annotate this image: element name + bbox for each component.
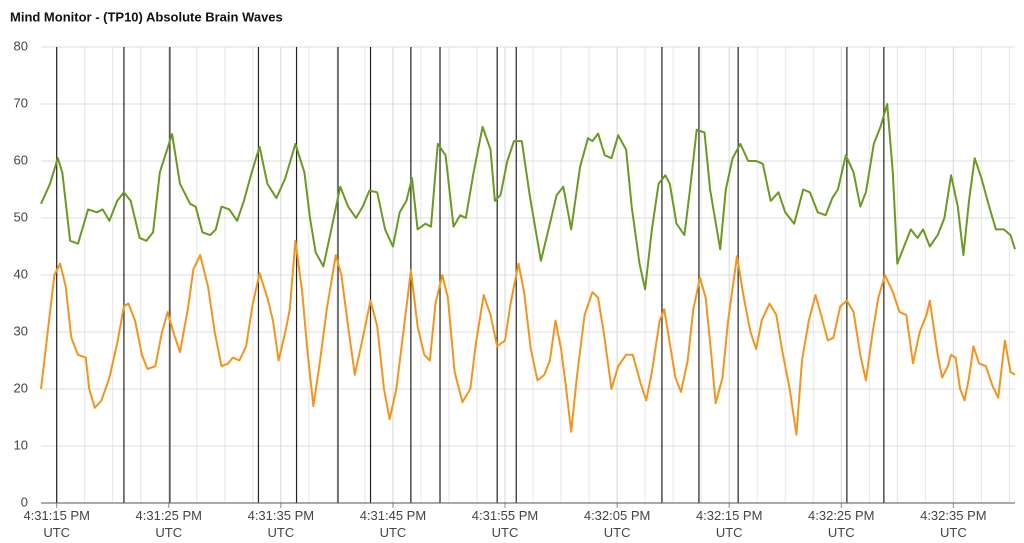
y-tick-label: 10 [14, 437, 28, 452]
x-tick-label-line: UTC [492, 525, 519, 540]
x-tick-label-line: 4:31:45 PM [360, 508, 427, 523]
x-tick-label: 4:32:05 PM UTC [584, 508, 651, 540]
x-tick-label-line: UTC [940, 525, 967, 540]
x-tick-label: 4:31:15 PM UTC [23, 508, 90, 540]
y-tick-label: 40 [14, 266, 28, 281]
x-tick-label-line: 4:32:15 PM [696, 508, 763, 523]
x-tick-label: 4:32:35 PM UTC [920, 508, 987, 540]
x-tick-label-line: UTC [267, 525, 294, 540]
x-tick-label-line: UTC [43, 525, 70, 540]
x-tick-label: 4:31:45 PM UTC [360, 508, 427, 540]
x-tick-label-line: 4:32:25 PM [808, 508, 875, 523]
x-tick-label: 4:31:55 PM UTC [472, 508, 539, 540]
series-line [40, 239, 1016, 436]
x-tick-label-line: UTC [380, 525, 407, 540]
y-tick-label: 70 [14, 95, 28, 110]
x-tick-label: 4:32:15 PM UTC [696, 508, 763, 540]
x-tick-label-line: 4:32:05 PM [584, 508, 651, 523]
x-tick-label-line: 4:31:25 PM [136, 508, 203, 523]
x-tick-label-line: 4:32:35 PM [920, 508, 987, 523]
series-line [40, 103, 1016, 291]
x-tick-label: 4:31:35 PM UTC [248, 508, 315, 540]
chart-title: Mind Monitor - (TP10) Absolute Brain Wav… [10, 9, 283, 24]
x-tick-label-line: 4:31:15 PM [23, 508, 90, 523]
x-tick-label-line: UTC [716, 525, 743, 540]
y-tick-label: 20 [14, 380, 28, 395]
x-tick-label-line: UTC [828, 525, 855, 540]
y-tick-label: 0 [21, 494, 28, 509]
x-tick-label-line: UTC [155, 525, 182, 540]
y-tick-label: 30 [14, 323, 28, 338]
x-tick-label: 4:31:25 PM UTC [136, 508, 203, 540]
x-tick-label-line: 4:31:35 PM [248, 508, 315, 523]
x-tick-label-line: 4:31:55 PM [472, 508, 539, 523]
y-tick-label: 80 [14, 38, 28, 53]
y-tick-label: 50 [14, 209, 28, 224]
x-tick-label: 4:32:25 PM UTC [808, 508, 875, 540]
y-tick-label: 60 [14, 152, 28, 167]
x-tick-label-line: UTC [604, 525, 631, 540]
